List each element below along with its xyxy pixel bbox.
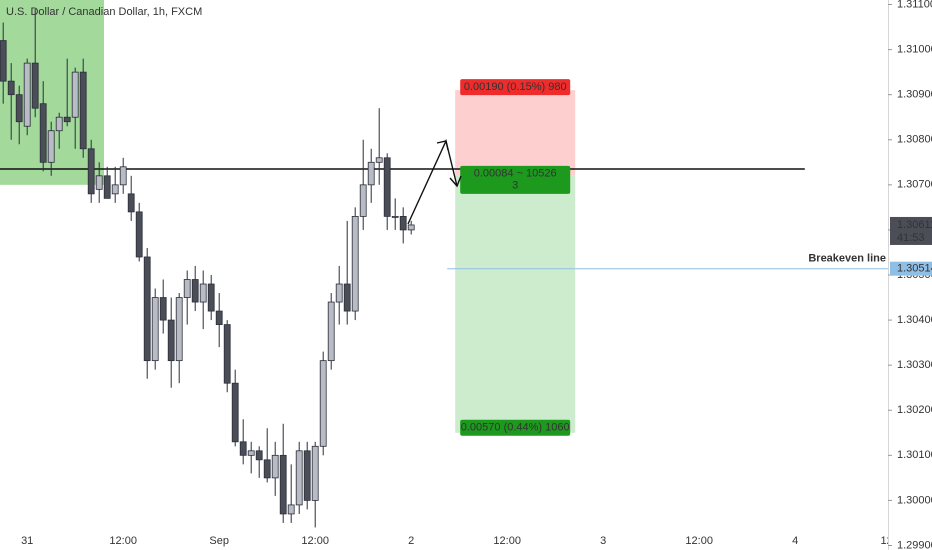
y-tick-label: 1.30700 xyxy=(897,179,932,191)
candle-body xyxy=(303,450,311,501)
candle-body xyxy=(127,193,135,213)
y-tick-label: 1.29900 xyxy=(897,539,932,550)
candle-body xyxy=(79,71,87,150)
breakeven-price: 1.30514 xyxy=(897,263,932,275)
breakeven-price-bg xyxy=(890,261,932,276)
candle-body xyxy=(287,504,295,515)
candle-body xyxy=(159,297,167,321)
candle-body xyxy=(151,297,159,362)
x-tick-label: 3 xyxy=(600,535,606,547)
candle-body xyxy=(135,211,143,258)
candle-body xyxy=(231,382,239,443)
candle-body xyxy=(223,324,231,384)
x-tick-label: Sep xyxy=(209,535,229,547)
y-tick-label: 1.31100 xyxy=(897,0,932,10)
candle-body xyxy=(23,62,31,127)
entry-label: 0.00084 ~ 10526 xyxy=(474,168,557,180)
candle-body xyxy=(351,215,359,312)
y-tick-label: 1.30400 xyxy=(897,314,932,326)
candle-body xyxy=(0,40,7,82)
arrow-head xyxy=(436,140,449,151)
y-tick-label: 1.30800 xyxy=(897,134,932,146)
stop-label-bg xyxy=(460,79,571,96)
arrow-drawing xyxy=(407,138,462,225)
candle-body xyxy=(383,157,391,217)
arrow-head xyxy=(449,175,462,188)
candle-body xyxy=(199,283,207,303)
candle-body xyxy=(239,441,247,456)
candle-body xyxy=(119,166,127,186)
y-tick-label: 1.30000 xyxy=(897,494,932,506)
candle-body xyxy=(247,450,255,456)
x-tick-label: 12:00 xyxy=(493,535,521,547)
candle-body xyxy=(95,175,103,190)
candle-body xyxy=(87,148,95,195)
candle-body xyxy=(183,279,191,298)
candle-body xyxy=(367,161,375,186)
last-price: 1.30611 xyxy=(897,219,932,231)
candle-body xyxy=(191,279,199,303)
candle-body xyxy=(103,175,111,199)
candle-body xyxy=(399,215,407,231)
x-tick-label: 31 xyxy=(21,535,33,547)
entry-label-bg xyxy=(460,165,571,194)
breakeven-label: Breakeven line xyxy=(808,253,886,265)
candle-body xyxy=(55,116,63,132)
candle-body xyxy=(143,256,151,362)
candle-body xyxy=(39,103,47,163)
candle-body xyxy=(15,94,23,123)
candle-body xyxy=(359,184,367,217)
chart-title: U.S. Dollar / Canadian Dollar, 1h, FXCM xyxy=(6,6,202,18)
candle-body xyxy=(327,301,335,362)
candle-body xyxy=(71,71,79,118)
candle-body xyxy=(207,283,215,312)
stop-zone xyxy=(455,90,576,176)
x-tick-label: 2 xyxy=(408,535,414,547)
candle-body xyxy=(63,116,71,123)
candle-body xyxy=(391,215,399,218)
candle-body xyxy=(343,283,351,312)
candle-body xyxy=(215,310,223,325)
candle-body xyxy=(279,454,287,515)
y-tick-label: 1.30200 xyxy=(897,404,932,416)
target-label: 0.00570 (0.44%) 1060 xyxy=(461,422,570,434)
candle-body xyxy=(255,450,263,461)
candle-body xyxy=(407,224,415,231)
arrow-path xyxy=(407,138,458,225)
candle-body xyxy=(111,184,119,195)
candle-body xyxy=(263,459,271,479)
countdown: 41:53 xyxy=(897,232,925,244)
y-tick-label: 1.30300 xyxy=(897,359,932,371)
y-tick-label: 1.30100 xyxy=(897,449,932,461)
candle-body xyxy=(271,454,279,479)
x-tick-label: 12:00 xyxy=(301,535,329,547)
candle-body xyxy=(167,319,175,362)
target-label-bg xyxy=(460,419,571,436)
x-tick-label: 4 xyxy=(792,535,798,547)
candle-body xyxy=(375,157,383,163)
candle-body xyxy=(47,130,55,163)
candle-body xyxy=(175,297,183,362)
candle-body xyxy=(311,445,319,501)
candle-body xyxy=(31,62,39,109)
target-zone xyxy=(455,175,576,433)
last-price-bg xyxy=(890,216,932,245)
candle-body xyxy=(295,450,303,506)
y-tick-label: 1.31000 xyxy=(897,43,932,55)
y-tick-label: 1.30900 xyxy=(897,89,932,101)
x-tick-label: 12:00 xyxy=(685,535,713,547)
candle-body xyxy=(335,283,343,303)
x-tick-label: 12:00 xyxy=(109,535,137,547)
candle-body xyxy=(319,360,327,447)
stop-label: 0.00190 (0.15%) 980 xyxy=(464,81,567,93)
entry-label: 3 xyxy=(512,180,518,192)
candle-body xyxy=(7,80,15,96)
